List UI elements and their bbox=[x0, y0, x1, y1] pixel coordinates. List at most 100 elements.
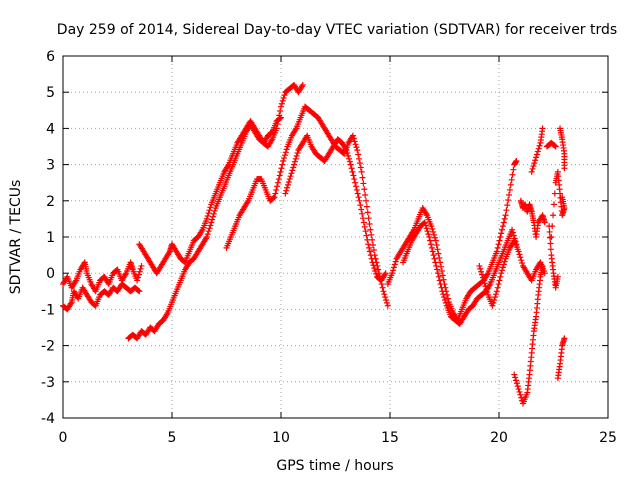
data-point-seg7 bbox=[444, 291, 451, 298]
data-point-seg2 bbox=[136, 288, 143, 295]
data-point-seg7 bbox=[390, 267, 397, 274]
y-tick-label: 3 bbox=[46, 158, 55, 174]
data-point-seg8 bbox=[509, 226, 516, 233]
data-point-seg9 bbox=[482, 283, 489, 290]
data-point-seg5 bbox=[374, 262, 381, 269]
data-point-seg15 bbox=[550, 201, 557, 208]
data-point-seg6 bbox=[346, 155, 353, 162]
data-point-seg5 bbox=[281, 155, 288, 162]
data-point-seg7 bbox=[493, 248, 500, 255]
data-point-seg7 bbox=[504, 202, 511, 209]
data-point-seg8 bbox=[431, 255, 438, 262]
data-point-seg1 bbox=[138, 262, 145, 269]
y-tick-label: -1 bbox=[41, 302, 55, 318]
data-point-seg8 bbox=[424, 228, 431, 235]
y-axis-label: SDTVAR / TECUs bbox=[8, 180, 24, 295]
data-point-seg9 bbox=[501, 258, 508, 265]
y-tick-label: 5 bbox=[46, 85, 55, 101]
data-point-seg6 bbox=[344, 150, 351, 157]
data-point-seg7 bbox=[501, 215, 508, 222]
data-point-seg8 bbox=[430, 252, 437, 259]
data-point-seg6 bbox=[362, 228, 369, 235]
data-point-seg5 bbox=[272, 190, 279, 197]
data-point-seg5 bbox=[274, 179, 281, 186]
data-point-seg5 bbox=[276, 172, 283, 179]
data-point-seg5 bbox=[283, 146, 290, 153]
x-axis-label: GPS time / hours bbox=[276, 458, 393, 474]
y-tick-label: -2 bbox=[41, 339, 55, 355]
data-point-seg6 bbox=[287, 173, 294, 180]
data-point-seg7 bbox=[505, 197, 512, 204]
data-point-seg9 bbox=[516, 251, 523, 258]
data-point-seg17 bbox=[561, 335, 568, 342]
data-point-seg12 bbox=[551, 142, 558, 149]
data-point-seg10 bbox=[541, 219, 548, 226]
data-point-seg4 bbox=[203, 234, 210, 240]
data-point-seg11 bbox=[528, 168, 535, 175]
data-point-seg9 bbox=[477, 265, 484, 272]
data-point-seg7 bbox=[438, 268, 445, 275]
data-point-seg5 bbox=[352, 141, 359, 148]
data-point-seg4 bbox=[211, 207, 218, 214]
data-point-seg15 bbox=[559, 194, 566, 201]
data-point-seg11 bbox=[533, 151, 540, 158]
data-point-seg5 bbox=[273, 186, 280, 193]
data-point-seg7 bbox=[500, 219, 507, 226]
data-point-seg5 bbox=[370, 247, 377, 254]
data-point-seg6 bbox=[345, 152, 352, 159]
data-point-seg5 bbox=[356, 160, 363, 167]
data-point-seg5 bbox=[368, 231, 375, 238]
data-point-seg9 bbox=[515, 248, 522, 255]
data-point-seg6 bbox=[366, 244, 373, 251]
data-point-seg4 bbox=[277, 115, 284, 122]
data-point-seg13 bbox=[514, 383, 521, 390]
data-point-seg5 bbox=[351, 138, 358, 145]
data-point-seg5 bbox=[279, 161, 286, 168]
data-point-seg6 bbox=[346, 158, 353, 165]
data-point-seg9 bbox=[493, 288, 500, 295]
y-tick-label: 0 bbox=[46, 266, 55, 282]
x-tick-label: 15 bbox=[381, 430, 399, 446]
data-point-seg11 bbox=[536, 142, 543, 149]
data-point-seg7 bbox=[436, 254, 443, 261]
data-point-seg1 bbox=[137, 265, 144, 272]
data-point-seg6 bbox=[293, 152, 300, 159]
data-point-seg5 bbox=[376, 270, 383, 277]
data-point-seg8 bbox=[426, 234, 433, 240]
data-point-seg5 bbox=[362, 192, 369, 199]
data-point-seg15 bbox=[548, 234, 555, 240]
data-point-seg9 bbox=[519, 260, 526, 267]
data-point-seg6 bbox=[348, 165, 355, 172]
data-point-seg7 bbox=[428, 223, 435, 230]
data-point-seg6 bbox=[347, 161, 354, 168]
x-tick-label: 25 bbox=[599, 430, 617, 446]
y-tick-label: 2 bbox=[46, 194, 55, 210]
data-point-seg4 bbox=[209, 216, 216, 223]
data-point-seg6 bbox=[357, 202, 364, 209]
data-point-seg6 bbox=[355, 194, 362, 201]
y-tick-label: 6 bbox=[46, 49, 55, 65]
data-point-seg9 bbox=[499, 267, 506, 274]
data-point-seg11 bbox=[535, 145, 542, 152]
data-point-seg9 bbox=[491, 296, 498, 303]
y-tick-labels: -4 -3 -2 -1 0 1 2 3 4 5 6 bbox=[41, 49, 55, 427]
data-point-seg13 bbox=[511, 371, 518, 378]
data-point-seg9 bbox=[476, 262, 483, 269]
data-point-seg6 bbox=[372, 268, 379, 275]
data-point-seg6 bbox=[369, 259, 376, 266]
data-point-seg9 bbox=[494, 284, 501, 291]
x-tick-label: 5 bbox=[168, 430, 177, 446]
data-point-seg9 bbox=[490, 299, 497, 306]
data-point-seg7 bbox=[432, 237, 439, 244]
data-point-seg5 bbox=[355, 151, 362, 158]
data-point-seg6 bbox=[292, 155, 299, 162]
data-point-seg9 bbox=[492, 291, 499, 298]
data-point-seg5 bbox=[277, 168, 284, 175]
data-point-seg6 bbox=[286, 176, 293, 183]
data-point-seg13 bbox=[518, 394, 525, 401]
data-point-seg8 bbox=[440, 291, 447, 298]
data-point-seg7 bbox=[497, 234, 504, 240]
data-point-seg8 bbox=[421, 219, 428, 226]
data-point-seg3 bbox=[205, 210, 212, 217]
data-point-seg9 bbox=[500, 261, 507, 268]
